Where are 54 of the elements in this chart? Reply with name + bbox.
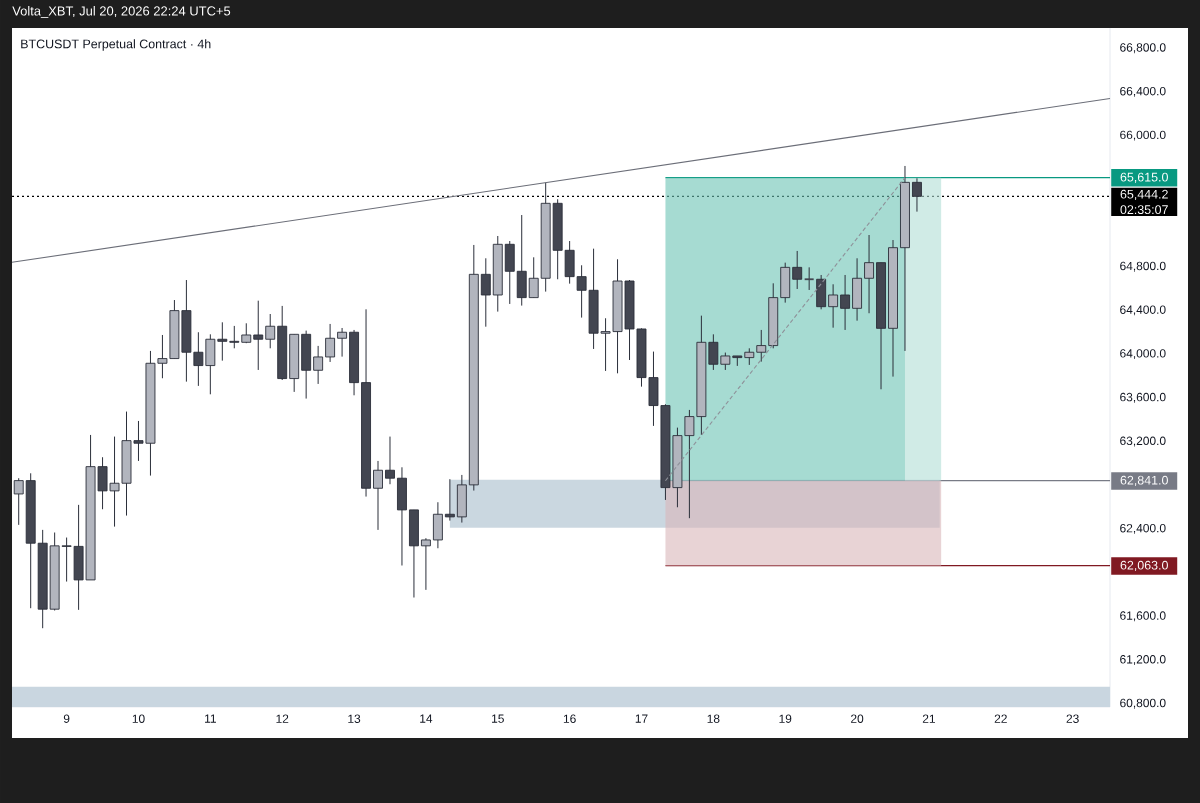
candlestick — [444, 478, 455, 522]
y-tick-label: 66,400.0 — [1120, 86, 1166, 97]
x-tick-label: 15 — [492, 714, 504, 723]
x-tick-label: 14 — [420, 714, 433, 723]
x-tick-label: 19 — [779, 714, 792, 723]
candlestick — [337, 327, 348, 358]
x-tick-label: 21 — [922, 714, 935, 723]
candlestick — [373, 460, 383, 531]
x-tick-label: 17 — [635, 714, 648, 723]
candlestick — [265, 313, 276, 349]
candlestick — [792, 250, 803, 290]
x-tick-label: 10 — [132, 714, 145, 723]
candlestick — [229, 325, 240, 349]
candlestick — [912, 177, 922, 213]
x-tick-label: 13 — [348, 714, 361, 723]
y-tick-label: 62,400.0 — [1120, 523, 1166, 534]
candlestick — [420, 537, 431, 591]
x-tick-label: 22 — [994, 714, 1007, 723]
x-tick-label: 16 — [563, 714, 576, 723]
candlestick — [528, 256, 539, 299]
candlestick — [756, 329, 767, 363]
candlestick — [325, 323, 336, 363]
ref-line-label: 62,063.0 — [1120, 560, 1168, 572]
y-tick-label: 61,600.0 — [1120, 611, 1166, 622]
candlestick — [253, 300, 264, 371]
y-tick-label: 60,800.0 — [1120, 698, 1166, 709]
y-tick-label: 63,200.0 — [1120, 436, 1166, 447]
x-tick-label: 11 — [205, 714, 216, 723]
x-tick-label: 23 — [1066, 714, 1079, 723]
candlestick — [840, 274, 851, 331]
x-tick-label: 12 — [276, 714, 289, 723]
y-tick-label: 64,400.0 — [1120, 305, 1166, 316]
candlestick — [385, 436, 395, 485]
ref-line-label: 65,444.2 02:35:07 — [1120, 189, 1168, 215]
candlestick — [480, 257, 491, 328]
candlestick — [217, 321, 228, 362]
candlestick — [13, 477, 24, 526]
x-tick-label: 18 — [707, 714, 720, 723]
x-tick-label: 20 — [851, 714, 864, 723]
candlestick — [803, 266, 815, 291]
candlestick — [864, 234, 874, 314]
text: BTCUSDT Perpetual Contract · 4h — [21, 39, 211, 51]
candlestick — [313, 345, 324, 385]
y-tick-label: 64,800.0 — [1120, 261, 1166, 272]
ref-line-label: 62,841.0 — [1120, 475, 1168, 487]
text: Volta_XBT, Jul 20, 2026 22:24 UTC+5 — [12, 6, 231, 18]
y-tick-label: 63,600.0 — [1120, 392, 1166, 403]
y-tick-label: 64,000.0 — [1120, 349, 1166, 360]
ref-line-label: 65,615.0 — [1120, 172, 1168, 183]
y-tick-label: 66,800.0 — [1120, 43, 1166, 54]
y-tick-label: 61,200.0 — [1120, 655, 1166, 665]
y-tick-label: 66,000.0 — [1120, 130, 1166, 141]
candlestick — [828, 283, 839, 329]
x-tick-label: 9 — [63, 714, 70, 723]
